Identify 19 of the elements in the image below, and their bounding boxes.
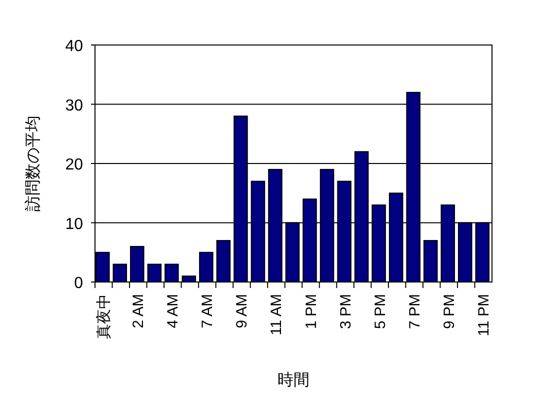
x-tick-label: 7 PM	[406, 294, 424, 330]
x-tick-label: 9 PM	[440, 294, 458, 330]
x-tick-label: 2 AM	[130, 294, 148, 328]
y-tick-label: 10	[65, 216, 84, 233]
x-tick-label: 1 PM	[302, 294, 320, 330]
y-tick-label: 0	[74, 275, 84, 292]
x-tick-label: 9 AM	[234, 294, 251, 328]
y-axis-title: 訪問数の平均	[24, 116, 42, 212]
x-tick-label: 真夜中	[96, 294, 113, 339]
x-tick-label: 3 PM	[337, 294, 354, 330]
y-tick-label: 30	[65, 97, 84, 114]
x-tick-label: 11 PM	[475, 294, 492, 336]
x-axis-title: 時間	[278, 371, 310, 389]
x-tick-label: 11 AM	[268, 294, 286, 336]
x-tick-label: 4 AM	[164, 294, 182, 328]
y-tick-label: 40	[65, 38, 84, 55]
x-tick-label: 5 PM	[372, 294, 389, 330]
x-tick-label: 7 AM	[199, 294, 216, 328]
y-tick-label: 20	[65, 156, 84, 174]
